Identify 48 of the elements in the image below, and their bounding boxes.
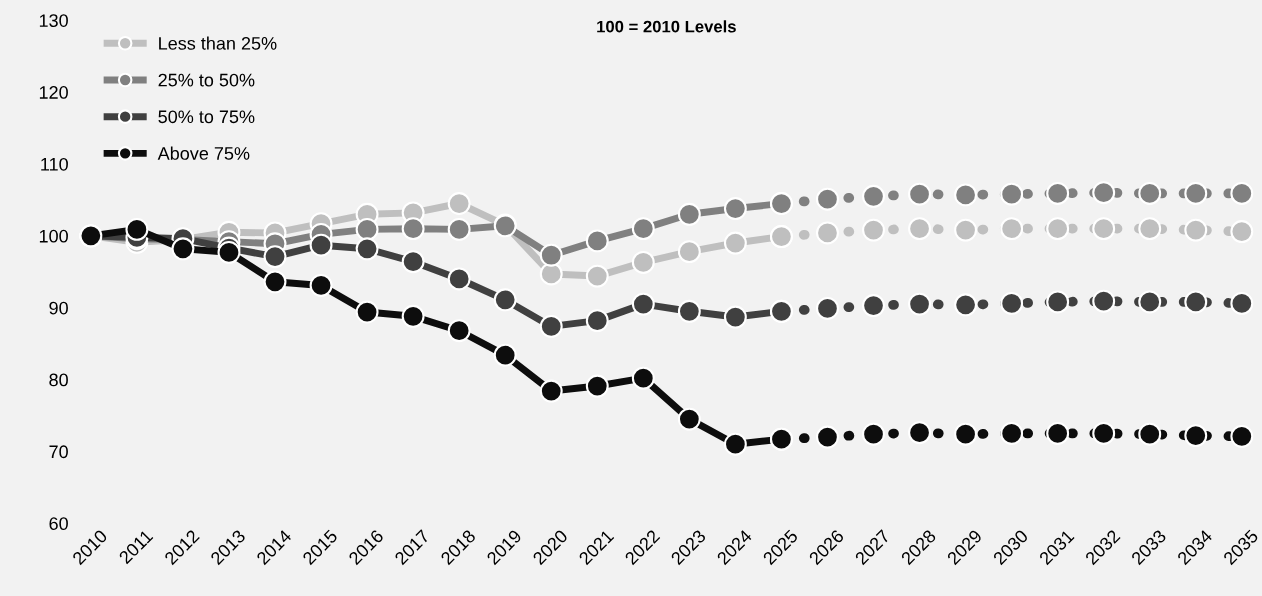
point <box>493 343 517 367</box>
point <box>631 292 655 316</box>
point <box>862 294 885 318</box>
point <box>1230 181 1254 205</box>
chart-subtitle: 100 = 2010 Levels <box>597 20 736 33</box>
point <box>1000 182 1024 206</box>
legend-label: 25% to 50% <box>158 73 255 87</box>
point <box>1184 181 1208 205</box>
point <box>355 300 379 324</box>
y-tick-label: 130 <box>39 14 68 27</box>
point <box>816 187 839 211</box>
point <box>1046 181 1070 205</box>
point <box>1138 181 1162 205</box>
point <box>862 184 885 208</box>
point <box>908 182 931 206</box>
y-tick-label: 100 <box>39 229 68 243</box>
point <box>493 288 517 312</box>
point <box>539 379 563 403</box>
point <box>1184 290 1208 314</box>
point <box>1230 291 1254 315</box>
point <box>585 374 609 398</box>
point <box>677 407 701 431</box>
point <box>1000 291 1024 315</box>
y-tick-label: 110 <box>41 157 68 171</box>
point <box>954 293 978 317</box>
point <box>677 299 701 323</box>
y-tick-label: 120 <box>39 86 68 99</box>
point <box>1092 181 1116 205</box>
y-tick-label: 90 <box>49 301 68 315</box>
point <box>631 366 655 390</box>
point <box>954 183 978 207</box>
point <box>1092 289 1116 313</box>
y-tick-label: 60 <box>49 517 68 531</box>
point <box>401 304 425 328</box>
point <box>1138 290 1162 314</box>
legend-label: Less than 25% <box>159 36 277 50</box>
legend-label: Above 75% <box>157 146 250 160</box>
point <box>908 292 931 316</box>
point <box>447 319 471 343</box>
legend-label: 50% to 75% <box>158 110 255 124</box>
point <box>585 309 609 333</box>
point <box>723 305 747 329</box>
y-tick-label: 80 <box>49 373 68 387</box>
point <box>723 432 747 456</box>
point <box>1046 290 1070 314</box>
y-tick-label: 70 <box>49 445 68 459</box>
point <box>816 296 839 320</box>
point <box>539 314 563 338</box>
